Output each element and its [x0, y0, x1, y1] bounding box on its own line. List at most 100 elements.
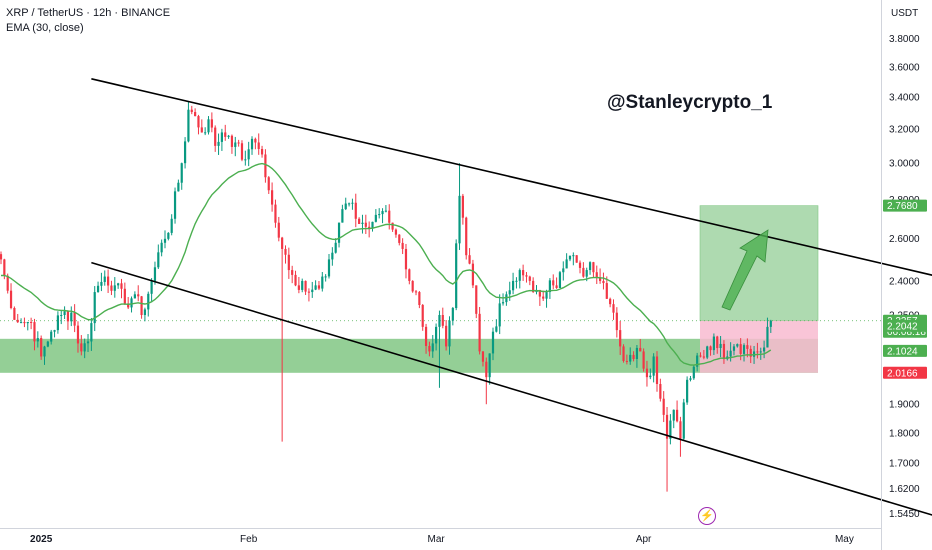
price-badge: 2.2042 [883, 319, 927, 332]
candle-body [368, 226, 371, 229]
candle [113, 277, 116, 298]
symbol-title[interactable]: XRP / TetherUS · 12h · BINANCE [6, 7, 171, 19]
candle [522, 264, 525, 281]
candle [572, 252, 575, 266]
upper-trendline [91, 78, 932, 276]
candle [595, 265, 598, 285]
candle-body [421, 304, 424, 327]
price-badge-bg [883, 366, 927, 379]
axis-currency-label[interactable]: USDT [891, 8, 919, 19]
candle [662, 391, 665, 423]
candle-body [371, 221, 374, 229]
candle [358, 217, 361, 225]
candle-body [163, 238, 167, 243]
candle-body [599, 277, 602, 281]
candle-body [331, 252, 334, 260]
candle [418, 290, 421, 309]
candle-body [749, 348, 752, 357]
candle-body [689, 378, 692, 380]
candle [150, 278, 153, 303]
candle [103, 270, 106, 286]
candle [257, 133, 260, 155]
candle-body [478, 313, 481, 352]
candle [669, 414, 672, 445]
candle [451, 307, 454, 326]
candle [642, 348, 645, 372]
candle [384, 205, 387, 213]
candle [274, 199, 277, 228]
candle [80, 335, 83, 356]
candle [187, 101, 190, 143]
candle-body [210, 119, 213, 128]
candle-body [200, 127, 203, 133]
candle [552, 274, 555, 290]
candle-body [615, 312, 618, 331]
candle-body [13, 308, 16, 320]
candle [284, 245, 287, 264]
candle [672, 409, 675, 429]
candle [321, 272, 324, 292]
candle-body [712, 336, 715, 351]
candle [518, 268, 521, 289]
candle-body [418, 292, 421, 305]
candle [194, 108, 197, 117]
ema-legend[interactable]: EMA (30, close) [6, 22, 84, 34]
candle-body [398, 234, 401, 243]
candle [267, 176, 270, 194]
candle [381, 208, 384, 224]
candle [364, 214, 367, 235]
candle [592, 261, 595, 278]
candle-body [130, 298, 133, 308]
candle [13, 306, 16, 320]
candle-body [662, 398, 665, 415]
candle [511, 272, 515, 295]
price-tick-label: 3.0000 [889, 159, 920, 170]
candle [50, 329, 53, 345]
candle-body [76, 325, 80, 344]
candle-body [183, 141, 187, 164]
lightning-icon[interactable]: ⚡ [698, 507, 716, 525]
candle-body [669, 420, 672, 439]
candle-body [612, 304, 615, 313]
candle-body [83, 343, 86, 352]
candle [769, 319, 772, 333]
candle [732, 344, 736, 356]
candle-body [187, 109, 190, 142]
candle [337, 222, 341, 248]
candle [736, 343, 739, 348]
candle-body [609, 298, 612, 305]
candle [629, 347, 632, 365]
candle-body [234, 142, 237, 147]
candle-body [264, 154, 267, 178]
candle [508, 281, 511, 301]
candle [230, 134, 234, 154]
candle [742, 343, 746, 362]
price-tick-label: 3.8000 [889, 34, 920, 45]
candle [314, 280, 317, 291]
candle-body [123, 288, 126, 304]
candle-body [763, 347, 766, 352]
candle-body [565, 259, 568, 269]
candle [140, 295, 143, 319]
candle-body [107, 276, 110, 286]
candle [277, 216, 280, 242]
candle-body [224, 132, 227, 137]
candle [327, 254, 331, 279]
candle-body [90, 323, 93, 342]
candle-body [686, 379, 689, 403]
candle-body [250, 138, 254, 150]
ema-30-line [1, 162, 772, 366]
candle [609, 297, 612, 308]
candle-body [337, 222, 341, 243]
candle-body [294, 274, 297, 286]
candle-body [240, 143, 244, 160]
candle-body [254, 138, 257, 143]
candle-body [220, 132, 223, 142]
candle [217, 133, 220, 155]
candle-body [558, 272, 562, 288]
candle-body [347, 203, 351, 205]
candle [615, 307, 618, 338]
candle-body [655, 356, 659, 385]
